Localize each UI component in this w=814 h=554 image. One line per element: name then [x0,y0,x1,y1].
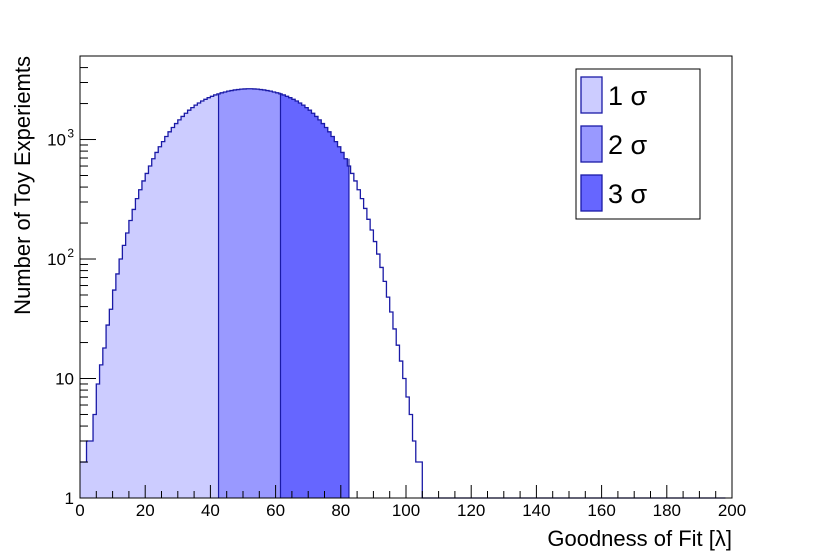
sigma-region-3 [280,93,349,499]
sigma-region-fills [80,88,349,499]
x-tick-label: 140 [522,501,550,520]
x-tick-label: 100 [392,501,420,520]
x-axis: 0 20 40 60 80 100 120 140 160 180 200 [75,485,746,520]
x-tick-label: 180 [653,501,681,520]
sigma-region-2 [218,88,281,498]
y-tick-label: 10 [55,370,74,389]
legend-swatch-3 [580,174,603,212]
x-tick-label: 80 [331,501,350,520]
legend-swatch-2 [580,125,603,163]
x-tick-label: 0 [75,501,84,520]
y-tick-label: 1 [65,489,74,508]
legend-label-2: 2 σ [608,130,648,160]
y-tick-exponent: 2 [67,246,74,260]
x-tick-label: 160 [587,501,615,520]
y-tick-exponent: 3 [67,127,74,141]
x-axis-title: Goodness of Fit [λ] [547,526,732,551]
legend-label-1: 1 σ [608,81,648,111]
y-axis-title: Number of Toy Experiemts [10,56,35,315]
x-tick-label: 20 [136,501,155,520]
x-tick-label: 40 [201,501,220,520]
sigma-region-1 [80,93,219,499]
x-tick-label: 200 [718,501,746,520]
y-tick-label: 10 [47,131,66,150]
sigma-boundary-lines [217,92,350,498]
x-tick-label: 60 [266,501,285,520]
x-tick-label: 120 [457,501,485,520]
y-tick-label: 10 [47,250,66,269]
legend: 1 σ 2 σ 3 σ [575,68,701,220]
legend-label-3: 3 σ [608,179,648,209]
legend-swatch-1 [580,76,603,114]
